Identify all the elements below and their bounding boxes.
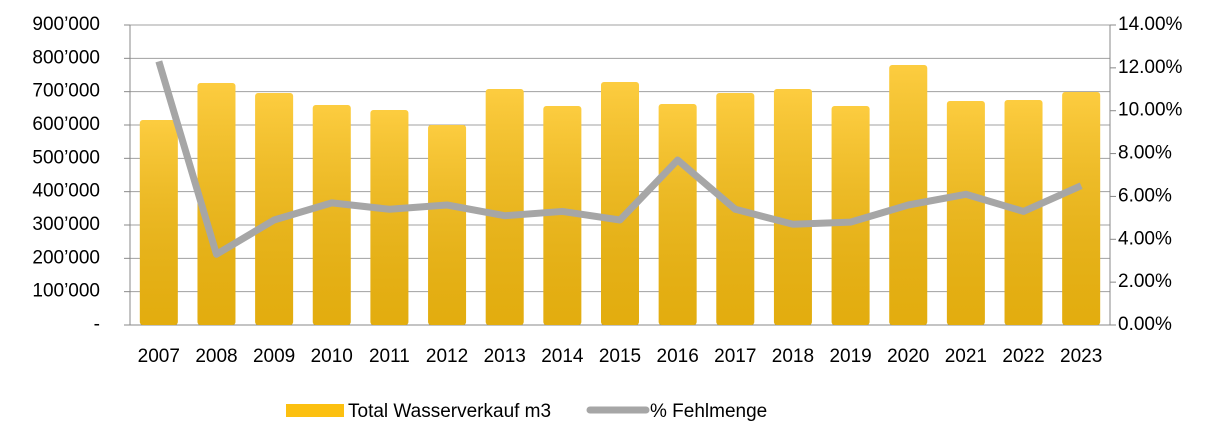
bar-shade bbox=[370, 110, 409, 325]
x-tick-label: 2020 bbox=[887, 346, 929, 367]
x-tick-label: 2017 bbox=[714, 346, 756, 367]
bar-shade bbox=[312, 105, 351, 325]
y-tick-label: 500’000 bbox=[32, 147, 100, 168]
y2-tick-label: 0.00% bbox=[1118, 314, 1172, 335]
bar-shade bbox=[543, 106, 582, 325]
bar-shade bbox=[946, 101, 985, 325]
y2-tick-label: 12.00% bbox=[1118, 57, 1183, 78]
x-tick-label: 2008 bbox=[195, 346, 237, 367]
bar-shade bbox=[255, 93, 294, 325]
bar-shade bbox=[658, 104, 697, 325]
y-tick-label: - bbox=[94, 314, 100, 335]
y2-tick-label: 6.00% bbox=[1118, 185, 1172, 206]
legend-swatch bbox=[286, 404, 344, 417]
x-tick-label: 2009 bbox=[253, 346, 295, 367]
y-tick-label: 600’000 bbox=[32, 114, 100, 135]
y-tick-label: 100’000 bbox=[32, 281, 100, 302]
x-tick-label: 2012 bbox=[426, 346, 468, 367]
x-tick-label: 2016 bbox=[657, 346, 699, 367]
bar-shade bbox=[601, 82, 639, 325]
bar-shade bbox=[139, 120, 178, 325]
y2-tick-label: 14.00% bbox=[1118, 14, 1183, 35]
legend-label: Total Wasserverkauf m3 bbox=[348, 401, 551, 422]
y-tick-label: 700’000 bbox=[32, 81, 100, 102]
x-tick-label: 2007 bbox=[138, 346, 180, 367]
y-tick-label: 200’000 bbox=[32, 247, 100, 268]
x-tick-label: 2010 bbox=[311, 346, 353, 367]
bar-shade bbox=[428, 125, 467, 325]
bar-shade bbox=[485, 89, 524, 325]
x-tick-label: 2021 bbox=[945, 346, 987, 367]
bar-shade bbox=[1062, 92, 1101, 325]
x-tick-label: 2015 bbox=[599, 346, 641, 367]
y2-tick-label: 2.00% bbox=[1118, 271, 1172, 292]
line bbox=[155, 60, 1083, 258]
x-tick-label: 2019 bbox=[829, 346, 871, 367]
bar-shade bbox=[773, 89, 812, 325]
y-tick-label: 300’000 bbox=[32, 214, 100, 235]
bar-shade bbox=[889, 65, 928, 325]
bar-shade bbox=[197, 83, 236, 325]
x-tick-label: 2013 bbox=[484, 346, 526, 367]
y-tick-label: 900’000 bbox=[32, 14, 100, 35]
x-tick-label: 2022 bbox=[1002, 346, 1044, 367]
x-tick-label: 2023 bbox=[1060, 346, 1102, 367]
y2-tick-label: 8.00% bbox=[1118, 143, 1172, 164]
x-tick-label: 2018 bbox=[772, 346, 814, 367]
x-tick-label: 2014 bbox=[541, 346, 584, 367]
y-tick-label: 800’000 bbox=[32, 47, 100, 68]
legend-label: % Fehlmenge bbox=[650, 401, 767, 422]
x-tick-label: 2011 bbox=[369, 346, 410, 367]
y2-tick-label: 4.00% bbox=[1118, 228, 1172, 249]
y2-tick-label: 10.00% bbox=[1118, 100, 1183, 121]
y-tick-label: 400’000 bbox=[32, 181, 100, 202]
bar-shade bbox=[831, 106, 870, 325]
